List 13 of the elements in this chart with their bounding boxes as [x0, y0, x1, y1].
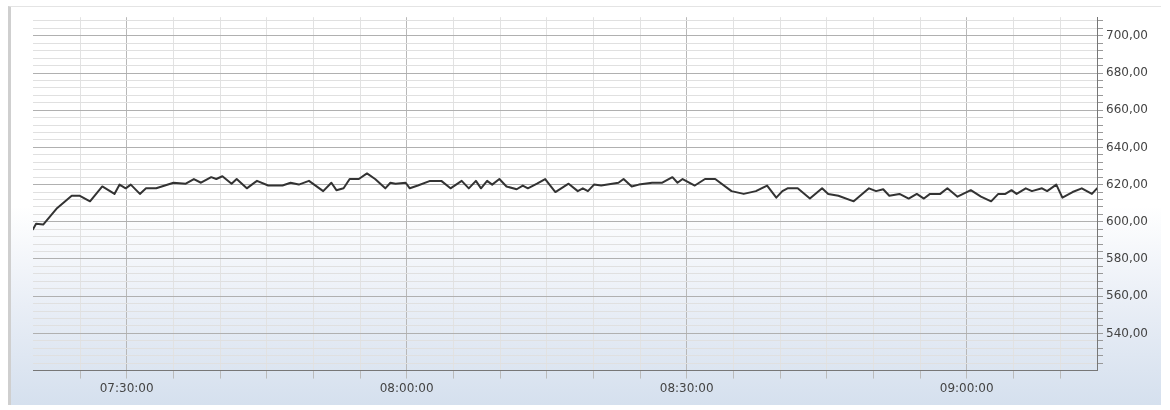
y-tick-label: 660,00 [1106, 102, 1149, 117]
x-tick-label: 09:00:00 [939, 380, 994, 395]
y-tick-label: 600,00 [1106, 213, 1149, 228]
y-tick-label: 640,00 [1106, 139, 1149, 154]
y-tick-label: 560,00 [1106, 288, 1149, 303]
y-tick-label: 620,00 [1106, 176, 1149, 191]
y-tick-label: 540,00 [1106, 325, 1149, 340]
x-tick-label: 08:00:00 [379, 380, 434, 395]
y-tick-label: 700,00 [1106, 27, 1149, 42]
y-tick-label: 680,00 [1106, 65, 1149, 80]
x-tick-label: 07:30:00 [99, 380, 154, 395]
x-tick-label: 08:30:00 [659, 380, 714, 395]
y-tick-label: 580,00 [1106, 251, 1149, 266]
